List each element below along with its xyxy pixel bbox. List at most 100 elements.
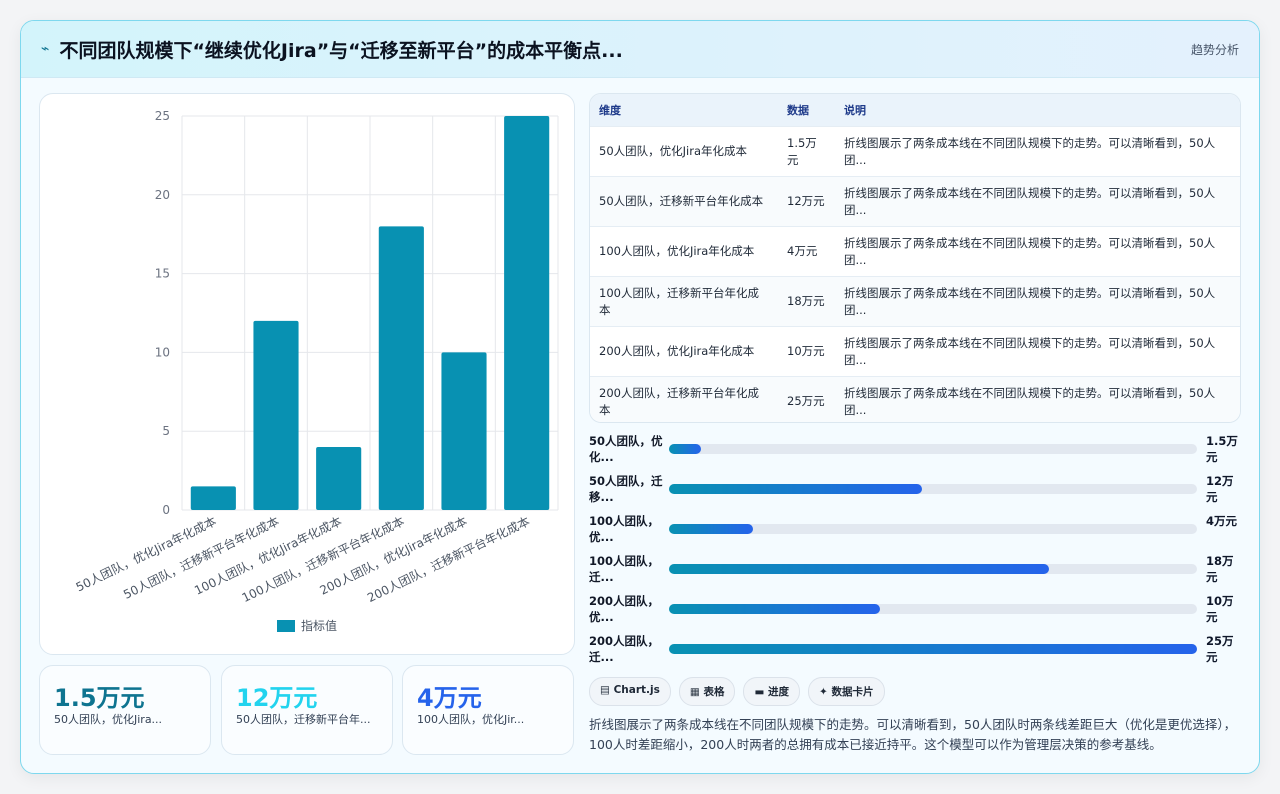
progress-fill (669, 444, 701, 454)
table-cell: 100人团队，优化Jira年化成本 (590, 226, 778, 277)
title-wrap: ⌁ 不同团队规模下“继续优化Jira”与“迁移至新平台”的成本平衡点... (41, 36, 623, 63)
kpi-value: 12万元 (236, 684, 318, 712)
progress-value: 25万元 (1206, 634, 1234, 664)
table-cell: 折线图展示了两条成本线在不同团队规模下的走势。可以清晰看到，50人团... (835, 176, 1240, 227)
table-cell: 50人团队，迁移新平台年化成本 (590, 176, 778, 227)
progress-label: 200人团队，优... (589, 594, 660, 624)
table-cell: 折线图展示了两条成本线在不同团队规模下的走势。可以清晰看到，50人团... (835, 276, 1240, 327)
progress-label: 100人团队，迁... (589, 554, 660, 584)
column-header: 维度 (590, 94, 778, 127)
table-row: 100人团队，迁移新平台年化成本 18万元 折线图展示了两条成本线在不同团队规模… (590, 276, 1240, 327)
legend-swatch (277, 620, 295, 632)
y-tick-label: 20 (155, 188, 170, 202)
dashboard-card: ⌁ 不同团队规模下“继续优化Jira”与“迁移至新平台”的成本平衡点... 趋势… (20, 20, 1260, 774)
bar (190, 486, 236, 510)
data-table: 维度 数据 说明 50人团队，优化Jira年化成本 1.5万元 折线图展示了两条… (590, 94, 1240, 422)
progress-value: 1.5万元 (1206, 434, 1238, 464)
progress-fill (669, 604, 881, 614)
bar (253, 320, 299, 510)
column-header: 说明 (835, 94, 1240, 127)
progress-label: 100人团队，优... (589, 514, 660, 544)
kpi-value: 1.5万元 (54, 684, 145, 712)
category-tag: 趋势分析 (1190, 42, 1239, 57)
chip-chartjs[interactable]: ▤ Chart.js (589, 677, 671, 706)
bar (504, 116, 550, 510)
table-cell: 200人团队，迁移新平台年化成本 (590, 376, 778, 422)
table-header-row: 维度 数据 说明 (590, 94, 1240, 127)
table-cell: 折线图展示了两条成本线在不同团队规模下的走势。可以清晰看到，50人团... (835, 326, 1240, 377)
chip-label: 数据卡片 (831, 686, 874, 698)
bar (316, 446, 362, 510)
table-cell: 25万元 (778, 376, 835, 422)
progress-row: 100人团队，优... 4万元 (589, 513, 1239, 549)
bar (441, 352, 487, 510)
table-row: 50人团队，优化Jira年化成本 1.5万元 折线图展示了两条成本线在不同团队规… (590, 126, 1240, 177)
y-tick-label: 5 (162, 424, 170, 438)
chip-label: Chart.js (613, 684, 660, 696)
legend-label: 指标值 (301, 618, 337, 633)
table-cell: 折线图展示了两条成本线在不同团队规模下的走势。可以清晰看到，50人团... (835, 126, 1240, 177)
progress-label: 50人团队，迁移... (589, 474, 663, 504)
progress-track (669, 484, 1197, 494)
progress-value: 18万元 (1206, 554, 1234, 584)
table-cell: 18万元 (778, 276, 835, 327)
kpi-label: 50人团队，优化Jira... (54, 713, 163, 726)
kpi-card: 4万元 100人团队，优化Jir... (402, 665, 574, 755)
progress-fill (669, 484, 923, 494)
table-row: 50人团队，迁移新平台年化成本 12万元 折线图展示了两条成本线在不同团队规模下… (590, 176, 1240, 227)
progress-label: 200人团队，迁... (589, 634, 660, 664)
progress-value: 12万元 (1206, 474, 1234, 504)
kpi-cards: 1.5万元 50人团队，优化Jira... 12万元 50人团队，迁移新平台年.… (39, 665, 574, 755)
data-table-panel: 维度 数据 说明 50人团队，优化Jira年化成本 1.5万元 折线图展示了两条… (589, 93, 1241, 423)
table-icon: ▦ (689, 686, 700, 698)
table-cell: 100人团队，迁移新平台年化成本 (590, 276, 778, 327)
kpi-card: 1.5万元 50人团队，优化Jira... (39, 665, 211, 755)
kpi-value: 4万元 (417, 684, 482, 712)
summary-note: 折线图展示了两条成本线在不同团队规模下的走势。可以清晰看到，50人团队时两条线差… (589, 717, 1237, 752)
card-header: ⌁ 不同团队规模下“继续优化Jira”与“迁移至新平台”的成本平衡点... 趋势… (21, 21, 1259, 78)
progress-track (669, 644, 1197, 654)
progress-value: 4万元 (1206, 514, 1238, 528)
y-tick-label: 10 (155, 345, 170, 359)
progress-track (669, 564, 1197, 574)
card-icon: ✦ (819, 686, 828, 698)
table-cell: 12万元 (778, 176, 835, 227)
chip-progress[interactable]: ▬ 进度 (743, 677, 801, 706)
table-row: 200人团队，迁移新平台年化成本 25万元 折线图展示了两条成本线在不同团队规模… (590, 376, 1240, 422)
progress-row: 50人团队，迁移... 12万元 (589, 473, 1239, 509)
chip-table[interactable]: ▦ 表格 (678, 677, 736, 706)
y-tick-label: 25 (155, 109, 170, 123)
chip-label: 进度 (768, 686, 790, 698)
table-cell: 10万元 (778, 326, 835, 377)
progress-fill (669, 644, 1197, 654)
table-row: 200人团队，优化Jira年化成本 10万元 折线图展示了两条成本线在不同团队规… (590, 326, 1240, 377)
kpi-label: 50人团队，迁移新平台年... (236, 713, 371, 726)
progress-value: 10万元 (1206, 594, 1234, 624)
chip-row: ▤ Chart.js ▦ 表格 ▬ 进度 ✦ 数据卡片 (589, 677, 885, 706)
chart-icon: ▤ (600, 684, 610, 696)
column-header: 数据 (778, 94, 835, 127)
progress-track (669, 524, 1197, 534)
page-title: 不同团队规模下“继续优化Jira”与“迁移至新平台”的成本平衡点... (59, 39, 623, 62)
table-cell: 4万元 (778, 226, 835, 277)
progress-fill (669, 524, 754, 534)
trend-line-icon: ⌁ (41, 41, 50, 57)
table-cell: 折线图展示了两条成本线在不同团队规模下的走势。可以清晰看到，50人团... (835, 226, 1240, 277)
progress-row: 50人团队，优化... 1.5万元 (589, 433, 1239, 469)
kpi-card: 12万元 50人团队，迁移新平台年... (221, 665, 393, 755)
table-row: 100人团队，优化Jira年化成本 4万元 折线图展示了两条成本线在不同团队规模… (590, 226, 1240, 277)
progress-row: 200人团队，优... 10万元 (589, 593, 1239, 629)
bar-chart-panel: 0 5 10 15 20 25 50人团队，优化Jira年化成本 50人团队，迁移新平台年化成… (39, 93, 575, 655)
table-cell: 200人团队，优化Jira年化成本 (590, 326, 778, 377)
y-tick-label: 15 (155, 267, 170, 281)
progress-track (669, 604, 1197, 614)
progress-fill (669, 564, 1050, 574)
chip-label: 表格 (703, 686, 725, 698)
chip-data-card[interactable]: ✦ 数据卡片 (808, 677, 885, 706)
progress-icon: ▬ (754, 686, 765, 698)
progress-row: 200人团队，迁... 25万元 (589, 633, 1239, 669)
table-cell: 1.5万元 (778, 126, 835, 177)
table-cell: 折线图展示了两条成本线在不同团队规模下的走势。可以清晰看到，50人团... (835, 376, 1240, 422)
y-tick-label: 0 (162, 503, 170, 517)
bar (378, 226, 424, 510)
